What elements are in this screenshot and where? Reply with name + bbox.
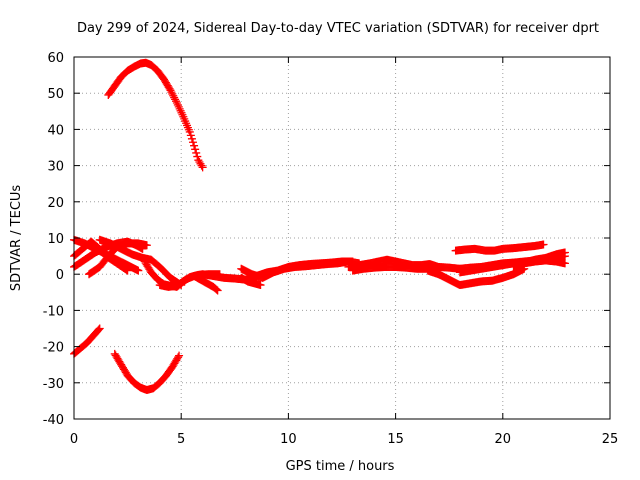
y-tick-label: -10	[43, 304, 64, 319]
tick-labels: 0 5 10 15 20 25 -40 -30 -20 -10 0 10 20 30 40 50 60	[43, 51, 619, 447]
series-arc-high	[104, 58, 207, 172]
x-tick-label: 5	[177, 432, 185, 447]
series-cross-c	[70, 237, 132, 275]
series-seg-low-a	[190, 272, 222, 295]
data-point	[95, 324, 104, 333]
data-point	[167, 88, 176, 97]
series-early-neg	[70, 324, 104, 358]
data-point	[169, 91, 178, 100]
data-point	[175, 351, 184, 360]
data-point	[176, 106, 185, 115]
series-arc-low	[110, 349, 184, 395]
y-tick-label: 10	[47, 232, 64, 247]
data-point	[212, 285, 221, 294]
data-point	[166, 86, 175, 95]
y-tick-label: 60	[47, 51, 64, 66]
data-point	[122, 265, 131, 274]
series-seg-low-b	[237, 273, 265, 290]
data-point	[197, 161, 206, 170]
data-points	[70, 58, 569, 395]
data-point	[171, 97, 180, 106]
data-point	[190, 141, 199, 150]
y-tick-label: 40	[47, 123, 64, 138]
ticks	[73, 56, 611, 420]
x-tick-label: 20	[495, 432, 512, 447]
data-point	[539, 240, 548, 249]
data-point	[192, 148, 201, 157]
data-point	[175, 104, 184, 113]
data-point	[174, 102, 183, 111]
y-tick-label: 30	[47, 160, 64, 175]
y-tick-label: -40	[43, 413, 64, 428]
data-point	[186, 131, 195, 140]
data-point	[123, 266, 132, 275]
data-point	[256, 281, 265, 290]
series-mid-d	[348, 262, 443, 275]
data-point	[173, 100, 182, 109]
y-tick-label: -30	[43, 377, 64, 392]
data-point	[187, 134, 196, 143]
x-tick-label: 25	[602, 432, 619, 447]
data-point	[196, 159, 205, 168]
x-tick-label: 0	[70, 432, 78, 447]
y-axis-label: SDTVAR / TECUs	[9, 185, 24, 292]
data-point	[142, 241, 151, 250]
data-point	[174, 353, 183, 362]
series-tail-d	[451, 240, 548, 255]
data-point	[193, 152, 202, 161]
y-tick-label: -20	[43, 341, 64, 356]
data-point	[165, 84, 174, 93]
data-point	[191, 145, 200, 154]
data-point	[178, 110, 187, 119]
series-tail-e	[509, 256, 569, 271]
series-mid-b	[252, 257, 357, 281]
y-tick-label: 20	[47, 196, 64, 211]
data-point	[198, 163, 207, 172]
data-point	[171, 95, 180, 104]
data-point	[170, 93, 179, 102]
data-point	[94, 325, 103, 334]
y-tick-label: 0	[56, 268, 64, 283]
x-tick-label: 10	[280, 432, 297, 447]
x-tick-label: 15	[387, 432, 404, 447]
data-point	[188, 138, 197, 147]
y-tick-label: 50	[47, 87, 64, 102]
data-point	[172, 98, 181, 107]
data-point	[560, 248, 569, 257]
grid	[74, 57, 610, 419]
chart-title: Day 299 of 2024, Sidereal Day-to-day VTE…	[77, 21, 599, 36]
data-point	[134, 266, 143, 275]
data-point	[177, 108, 186, 117]
data-point	[185, 127, 194, 136]
x-axis-label: GPS time / hours	[286, 459, 395, 474]
data-point	[168, 89, 177, 98]
data-point	[560, 259, 569, 268]
data-point	[121, 265, 130, 274]
data-point	[213, 286, 222, 295]
